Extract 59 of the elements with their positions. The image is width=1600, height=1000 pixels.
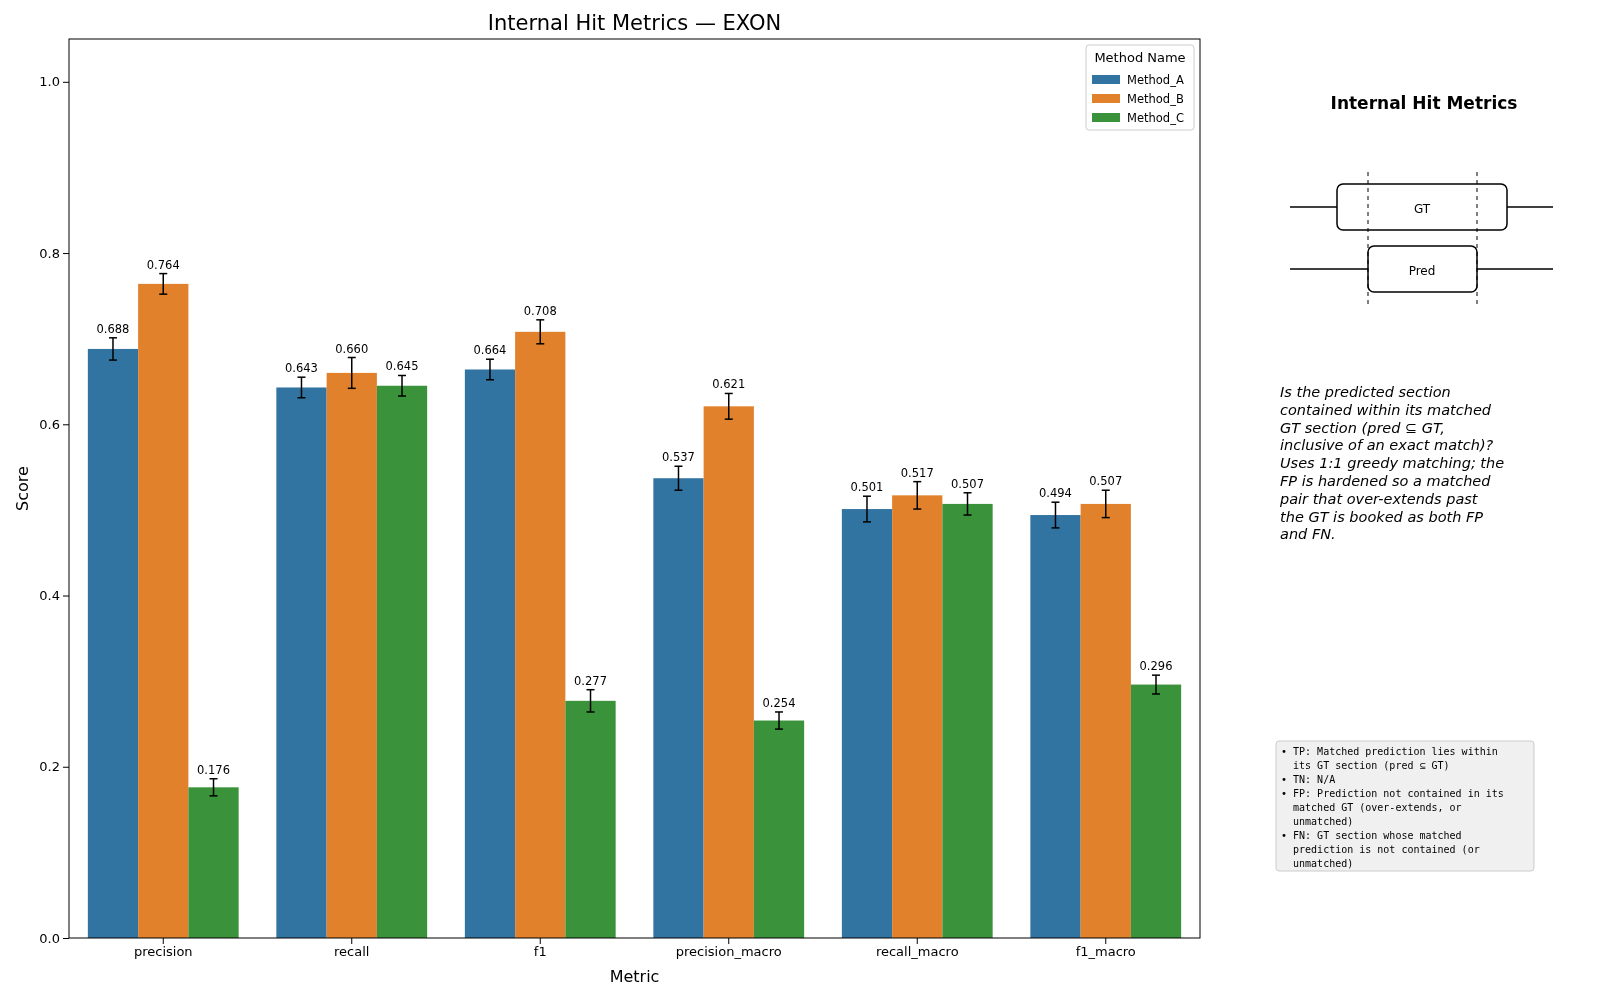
x-tick-label: recall_macro xyxy=(875,944,959,960)
legend-title: Method Name xyxy=(1094,50,1186,65)
x-tick-label: precision xyxy=(133,944,193,960)
x-axis-title: Metric xyxy=(609,967,660,986)
data-label: 0.176 xyxy=(197,762,230,777)
bar xyxy=(942,503,993,938)
x-tick-label: f1 xyxy=(533,944,547,960)
y-tick-label: 1.0 xyxy=(39,74,60,90)
chart-title: Internal Hit Metrics — EXON xyxy=(487,11,782,35)
interval-diagram: GT Pred xyxy=(1289,171,1554,309)
bar xyxy=(515,331,566,938)
bar xyxy=(138,283,189,938)
data-label: 0.296 xyxy=(1139,659,1173,674)
data-label: 0.517 xyxy=(900,465,934,480)
bar xyxy=(376,385,428,938)
x-tick-label: precision_macro xyxy=(675,944,782,960)
bar xyxy=(1080,503,1131,938)
text: Is the predicted section contained within its matched GT section (pred ⊆ GT, inclusive of an exact match)? Uses 1:1 greedy matching; the FP is hardened so a matched pair that over-extends past the GT is booked as both FP and FN. xyxy=(1280,384,1505,543)
data-label: 0.660 xyxy=(335,341,369,356)
bar xyxy=(188,787,239,938)
text: • TP: Matched prediction lies within its GT section (pred ⊆ GT) • TN: N/A • FP: Prediction not contained in its matched GT (over-extends, or unmatched) • FN: GT section whose matched prediction is not contained (or unmatched) xyxy=(1281,746,1504,869)
data-label: 0.501 xyxy=(850,480,884,495)
y-axis-title: Score xyxy=(13,466,32,511)
x-tick-label: recall xyxy=(334,944,370,960)
y-tick-label: 0.0 xyxy=(39,930,60,946)
data-label: 0.254 xyxy=(762,695,796,710)
y-tick-label: 0.8 xyxy=(39,245,60,261)
data-label: 0.664 xyxy=(473,343,507,358)
data-label: 0.277 xyxy=(574,673,607,688)
bar xyxy=(653,478,704,938)
data-label: 0.537 xyxy=(662,450,695,465)
bar xyxy=(841,509,893,938)
legend-label: Method_C xyxy=(1127,111,1184,125)
legend-label: Method_A xyxy=(1127,73,1184,87)
y-tick-label: 0.2 xyxy=(39,759,60,775)
data-label: 0.507 xyxy=(1089,474,1123,489)
data-label: 0.645 xyxy=(385,359,419,374)
bar xyxy=(1130,684,1182,938)
data-label: 0.494 xyxy=(1039,486,1072,501)
data-label: 0.764 xyxy=(146,257,180,272)
data-label: 0.643 xyxy=(285,361,318,376)
data-label: 0.507 xyxy=(951,476,984,491)
bar xyxy=(1030,515,1081,938)
bar xyxy=(276,387,327,938)
bar xyxy=(565,700,616,938)
bar xyxy=(464,369,516,938)
data-label: 0.708 xyxy=(523,303,557,318)
legend-label: Method_B xyxy=(1127,92,1184,106)
text: Internal Hit Metrics xyxy=(1330,93,1518,113)
y-tick-label: 0.4 xyxy=(39,588,60,604)
data-label: 0.621 xyxy=(712,377,746,392)
data-label: 0.688 xyxy=(96,321,130,336)
bar xyxy=(87,348,139,938)
bar xyxy=(326,372,377,938)
y-tick-label: 0.6 xyxy=(39,416,60,432)
bar xyxy=(753,720,805,938)
bar xyxy=(703,406,754,938)
bar xyxy=(892,495,943,938)
x-tick-label: f1_macro xyxy=(1075,944,1136,960)
